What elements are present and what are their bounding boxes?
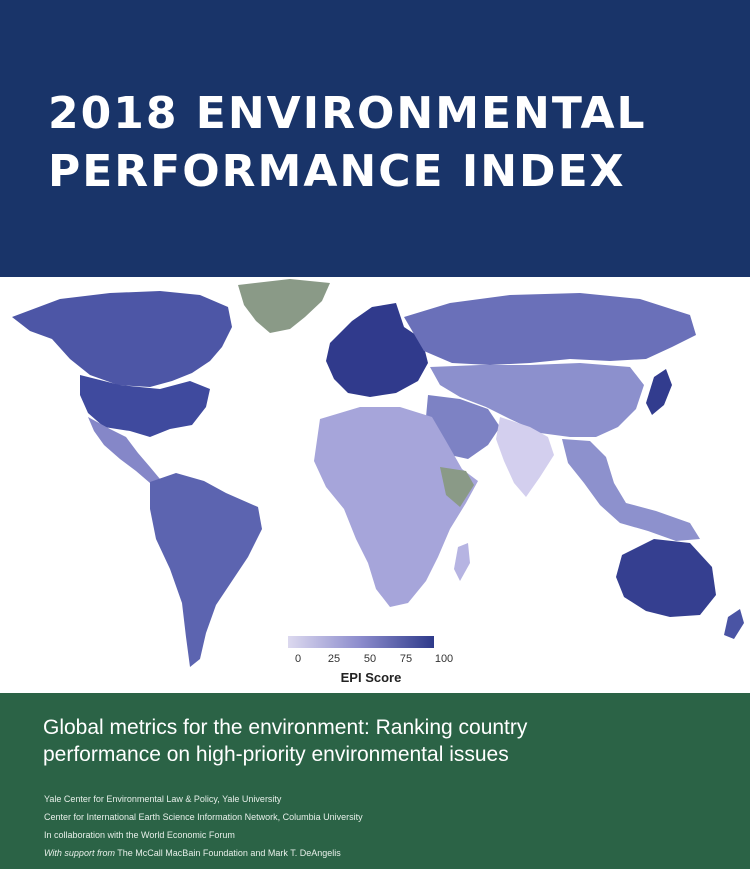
world-map-area: 0 25 50 75 100 EPI Score [0, 277, 750, 693]
credits-list: Yale Center for Environmental Law & Poli… [44, 793, 464, 865]
map-region-central-america [88, 417, 160, 483]
footer-panel: Global metrics for the environment: Rank… [0, 693, 750, 869]
world-map [12, 279, 744, 667]
support-prefix: With support from [44, 848, 115, 858]
map-region-africa [314, 407, 478, 607]
map-region-southeast-asia [562, 439, 700, 541]
map-region-russia [404, 293, 696, 365]
map-region-greenland [238, 279, 330, 333]
report-subtitle: Global metrics for the environment: Rank… [43, 714, 643, 768]
credit-support: With support from The McCall MacBain Fou… [44, 847, 464, 859]
legend-tick-50: 50 [363, 653, 377, 665]
legend-color-scale [288, 636, 434, 648]
map-region-usa [80, 375, 210, 437]
support-text: The McCall MacBain Foundation and Mark T… [117, 848, 341, 858]
map-region-japan [646, 369, 672, 415]
legend-tick-25: 25 [327, 653, 341, 665]
map-region-horn-africa [440, 467, 474, 507]
credit-yale: Yale Center for Environmental Law & Poli… [44, 794, 282, 804]
title-line-1: 2018 ENVIRONMENTAL [48, 88, 647, 139]
credit-wef: In collaboration with the World Economic… [44, 830, 235, 840]
map-region-europe [326, 303, 428, 397]
title-banner: 2018 ENVIRONMENTAL PERFORMANCE INDEX [0, 0, 750, 277]
map-region-north-america [12, 291, 232, 387]
subtitle-line-1: Global metrics for the environment: Rank… [43, 716, 528, 739]
map-region-new-zealand [724, 609, 744, 639]
epi-legend: 0 25 50 75 100 EPI Score [288, 636, 468, 691]
credit-ciesin: Center for International Earth Science I… [44, 812, 363, 822]
subtitle-line-2: performance on high-priority environment… [43, 743, 509, 766]
report-title: 2018 ENVIRONMENTAL PERFORMANCE INDEX [48, 85, 647, 201]
map-region-south-america [150, 473, 262, 667]
legend-tick-100: 100 [434, 653, 454, 665]
title-line-2: PERFORMANCE INDEX [48, 146, 626, 197]
map-region-madagascar [454, 543, 470, 581]
legend-tick-0: 0 [294, 653, 302, 665]
map-region-australia [616, 539, 716, 617]
map-region-india [496, 417, 554, 497]
legend-label: EPI Score [340, 670, 402, 685]
legend-ticks: 0 25 50 75 100 [288, 653, 468, 669]
map-region-asia [430, 363, 644, 437]
legend-tick-75: 75 [399, 653, 413, 665]
